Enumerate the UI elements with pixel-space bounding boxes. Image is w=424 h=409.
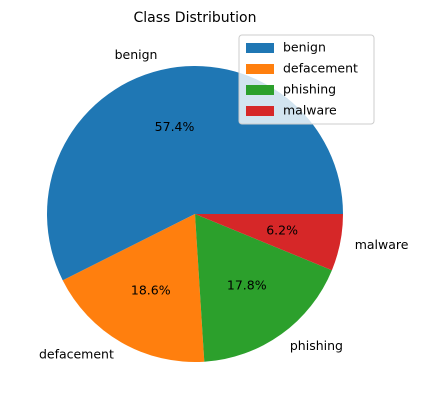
chart-title: Class Distribution bbox=[134, 10, 257, 26]
pct-label-defacement: 18.6% bbox=[131, 283, 171, 298]
legend-swatch-benign bbox=[246, 43, 274, 53]
legend-swatch-malware bbox=[246, 106, 274, 116]
pct-label-phishing: 17.8% bbox=[227, 278, 267, 293]
legend-label-malware: malware bbox=[283, 103, 337, 118]
legend-frame bbox=[238, 34, 375, 125]
pie-slice-malware bbox=[195, 214, 343, 271]
slice-label-malware: malware bbox=[355, 237, 409, 252]
pie-slice-phishing bbox=[195, 214, 332, 362]
legend-swatch-defacement bbox=[246, 64, 274, 74]
legend-label-phishing: phishing bbox=[283, 82, 336, 97]
legend: benign defacement phishing malware bbox=[238, 34, 375, 125]
legend-swatch-phishing bbox=[246, 85, 274, 95]
slice-label-benign: benign bbox=[115, 47, 158, 62]
slice-label-defacement: defacement bbox=[39, 347, 114, 362]
pie-labels: benign 57.4% defacement 18.6% phishing 17.8% m… bbox=[39, 47, 409, 362]
pct-label-benign: 57.4% bbox=[155, 119, 195, 134]
legend-label-defacement: defacement bbox=[283, 61, 358, 76]
pct-label-malware: 6.2% bbox=[266, 223, 298, 238]
legend-label-benign: benign bbox=[283, 40, 326, 55]
slice-label-phishing: phishing bbox=[290, 338, 343, 353]
pie-slice-defacement bbox=[62, 214, 205, 363]
